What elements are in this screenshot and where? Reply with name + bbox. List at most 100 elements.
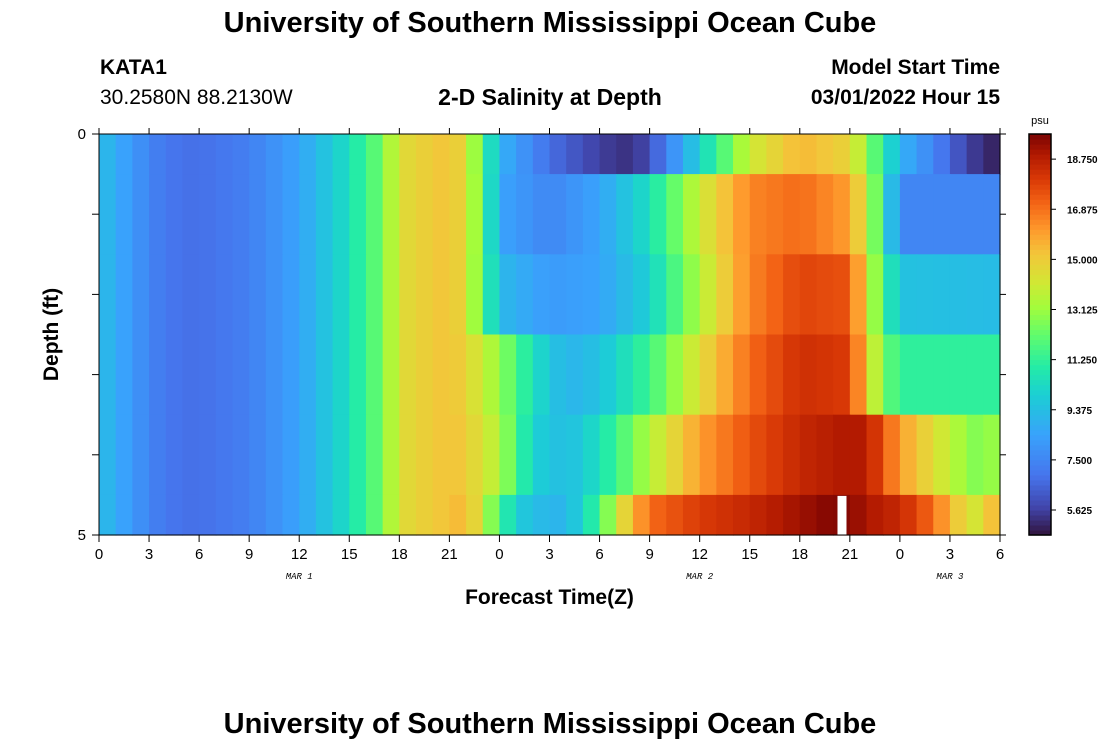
colorbar-segment	[1029, 479, 1051, 486]
heatmap-cell	[649, 494, 667, 536]
heatmap-cell	[899, 174, 918, 255]
heatmap-cell	[432, 334, 450, 416]
heatmap-cell	[99, 134, 117, 175]
colorbar-segment	[1029, 329, 1051, 336]
heatmap-cell	[215, 334, 234, 416]
heatmap-cell	[482, 334, 501, 416]
heatmap-cell	[599, 494, 617, 536]
heatmap-cell	[582, 254, 601, 336]
heatmap-cell	[482, 494, 501, 536]
heatmap-cell	[416, 414, 434, 496]
heatmap-cell	[783, 414, 801, 496]
heatmap-cell	[682, 414, 701, 496]
heatmap-cell	[883, 334, 901, 416]
heatmap-cell	[249, 254, 267, 336]
heatmap-cell	[899, 134, 918, 175]
colorbar-segment	[1029, 274, 1051, 280]
heatmap-cell	[933, 414, 951, 496]
colorbar-tick-label: 9.375	[1067, 406, 1092, 417]
heatmap-cell	[399, 494, 417, 536]
heatmap-cell	[749, 334, 768, 416]
colorbar-segment	[1029, 174, 1051, 180]
colorbar-segment	[1029, 289, 1051, 295]
heatmap-cell	[299, 334, 317, 416]
heatmap-cell	[933, 174, 951, 255]
colorbar-tick-label: 7.500	[1067, 456, 1092, 467]
heatmap-cell	[282, 254, 300, 336]
heatmap-cell	[566, 174, 584, 255]
heatmap-cell	[165, 134, 184, 175]
x-tick-label: 6	[595, 546, 603, 563]
heatmap-cell	[232, 494, 250, 536]
heatmap-cell	[632, 334, 651, 416]
colorbar-tick-label: 18.750	[1067, 155, 1098, 166]
heatmap-cell	[933, 254, 951, 336]
heatmap-cell	[783, 174, 801, 255]
heatmap-cell	[632, 494, 651, 536]
colorbar-segment	[1029, 449, 1051, 456]
heatmap-cell	[315, 134, 334, 175]
colorbar-segment	[1029, 399, 1051, 406]
heatmap-cell	[332, 134, 350, 175]
colorbar-segment	[1029, 209, 1051, 215]
heatmap-cell	[699, 414, 717, 496]
colorbar-segment	[1029, 469, 1051, 476]
heatmap-cell	[699, 134, 717, 175]
heatmap-cell	[749, 494, 768, 536]
heatmap-cell	[582, 414, 601, 496]
heatmap-cell	[849, 254, 868, 336]
colorbar-segment	[1029, 154, 1051, 160]
heatmap-cell	[282, 134, 300, 175]
heatmap-cell	[132, 254, 150, 336]
heatmap-cell	[566, 334, 584, 416]
heatmap-cell	[466, 494, 484, 536]
heatmap-cell	[516, 254, 534, 336]
colorbar-segment	[1029, 304, 1051, 311]
heatmap-cell	[182, 134, 200, 175]
heatmap-cell	[516, 174, 534, 255]
colorbar-segment	[1029, 484, 1051, 491]
heatmap-cell	[265, 334, 284, 416]
colorbar-segment	[1029, 164, 1051, 170]
colorbar-segment	[1029, 454, 1051, 461]
heatmap-cell	[299, 414, 317, 496]
heatmap-cell	[315, 494, 334, 536]
colorbar-segment	[1029, 249, 1051, 255]
heatmap-cell	[165, 254, 184, 336]
heatmap-cell	[766, 494, 784, 536]
heatmap-cell	[532, 334, 551, 416]
heatmap-cell	[449, 334, 467, 416]
heatmap-cell	[332, 334, 350, 416]
heatmap-cell	[332, 254, 350, 336]
heatmap-cell	[115, 174, 133, 255]
colorbar-segment	[1029, 519, 1051, 526]
colorbar-tick-label: 13.125	[1067, 306, 1098, 317]
heatmap-cell	[215, 494, 234, 536]
heatmap-cell	[983, 334, 1001, 416]
colorbar-segment	[1029, 429, 1051, 436]
heatmap-cell	[983, 134, 1001, 175]
heatmap-cell	[783, 494, 801, 536]
heatmap-cell	[816, 174, 834, 255]
heatmap-cell	[115, 254, 133, 336]
heatmap-cell	[499, 414, 517, 496]
heatmap-cell	[499, 174, 517, 255]
x-date-label: MAR 2	[686, 572, 714, 582]
heatmap-cell	[549, 414, 567, 496]
heatmap-cell	[666, 254, 684, 336]
heatmap-cell	[866, 494, 884, 536]
colorbar-segment	[1029, 369, 1051, 376]
colorbar-tick-label: 11.250	[1067, 356, 1097, 367]
heatmap-cell	[299, 134, 317, 175]
heatmap-cell	[432, 494, 450, 536]
heatmap-cell	[99, 334, 117, 416]
colorbar-segment	[1029, 444, 1051, 451]
heatmap-cell	[282, 414, 300, 496]
colorbar-segment	[1029, 244, 1051, 250]
heatmap-cell	[99, 494, 117, 536]
heatmap-cell	[149, 334, 167, 416]
x-tick-label: 3	[145, 546, 153, 563]
colorbar-segment	[1029, 349, 1051, 356]
heatmap-cell	[416, 494, 434, 536]
heatmap-cell	[449, 414, 467, 496]
